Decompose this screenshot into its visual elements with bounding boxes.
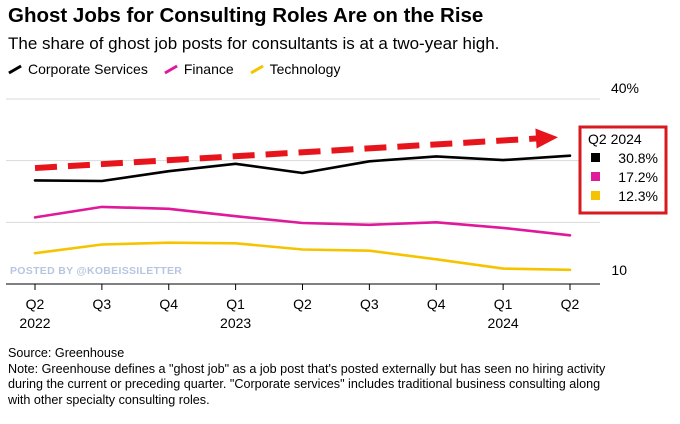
trend-arrow-shaft: [34, 135, 543, 172]
source-text: Source: Greenhouse: [8, 346, 125, 360]
x-tick-label-quarter: Q4: [159, 296, 178, 312]
legend-item-technology: Technology: [249, 61, 341, 77]
line-chart: POSTED BY @KOBEISSILETTER 40% 10 Q2 2022 Q3…: [6, 80, 668, 331]
x-tick-label-year: 2024: [488, 315, 519, 331]
callout-swatch-finance: [591, 172, 600, 181]
footnote: Source: Greenhouse Note: Greenhouse defi…: [8, 346, 672, 408]
legend-item-corporate-services: Corporate Services: [8, 61, 148, 77]
chart-title: Ghost Jobs for Consulting Roles Are on t…: [8, 4, 484, 27]
x-tick-label-quarter: Q4: [427, 296, 446, 312]
chart-subtitle: The share of ghost job posts for consult…: [8, 34, 500, 53]
q2-2024-callout: Q2 2024 30.8% 17.2% 12.3%: [578, 125, 668, 215]
trend-arrow-head: [535, 128, 558, 149]
legend-label-corporate-services: Corporate Services: [28, 61, 148, 77]
x-tick-label-quarter: Q1: [494, 296, 513, 312]
x-tick-label-quarter: Q2: [293, 296, 312, 312]
y-axis-ticks: 40% 10: [611, 80, 639, 278]
x-tick-label-quarter: Q2: [561, 296, 580, 312]
x-tick-label-year: 2023: [220, 315, 251, 331]
callout-swatch-technology: [591, 191, 600, 200]
series-line-corporate-services: [33, 154, 572, 183]
series-lines: [33, 154, 572, 272]
callout-value-corporate: 30.8%: [618, 150, 658, 166]
callout-header: Q2 2024: [588, 131, 642, 147]
x-tick-label-quarter: Q3: [360, 296, 379, 312]
y-tick-label-bottom: 10: [611, 262, 627, 278]
trend-arrow: [34, 128, 558, 172]
y-tick-label-top: 40%: [611, 80, 639, 96]
watermark: POSTED BY @KOBEISSILETTER: [10, 265, 182, 277]
legend-label-technology: Technology: [269, 61, 341, 77]
note-line-1: Note: Greenhouse defines a "ghost job" a…: [8, 361, 606, 376]
series-line-technology: [33, 241, 572, 272]
x-axis: Q2 2022 Q3 Q4 Q1 2023 Q2 Q3 Q4 Q1 2024 Q2: [19, 284, 580, 331]
callout-value-technology: 12.3%: [618, 188, 658, 204]
legend: Corporate Services Finance Technology: [8, 61, 340, 77]
x-tick-label-quarter: Q1: [226, 296, 245, 312]
x-tick-label-year: 2022: [19, 315, 50, 331]
callout-value-finance: 17.2%: [618, 169, 658, 185]
grid-lines: [6, 98, 600, 285]
note-line-2: during the current or preceding quarter.…: [8, 377, 601, 391]
callout-swatch-corporate: [591, 153, 600, 162]
note-line-3: with other specialty consulting roles.: [8, 392, 210, 407]
legend-label-finance: Finance: [183, 61, 234, 77]
x-tick-label-quarter: Q3: [93, 296, 112, 312]
series-line-finance: [33, 205, 572, 237]
x-tick-label-quarter: Q2: [26, 296, 45, 312]
legend-item-finance: Finance: [164, 61, 234, 77]
